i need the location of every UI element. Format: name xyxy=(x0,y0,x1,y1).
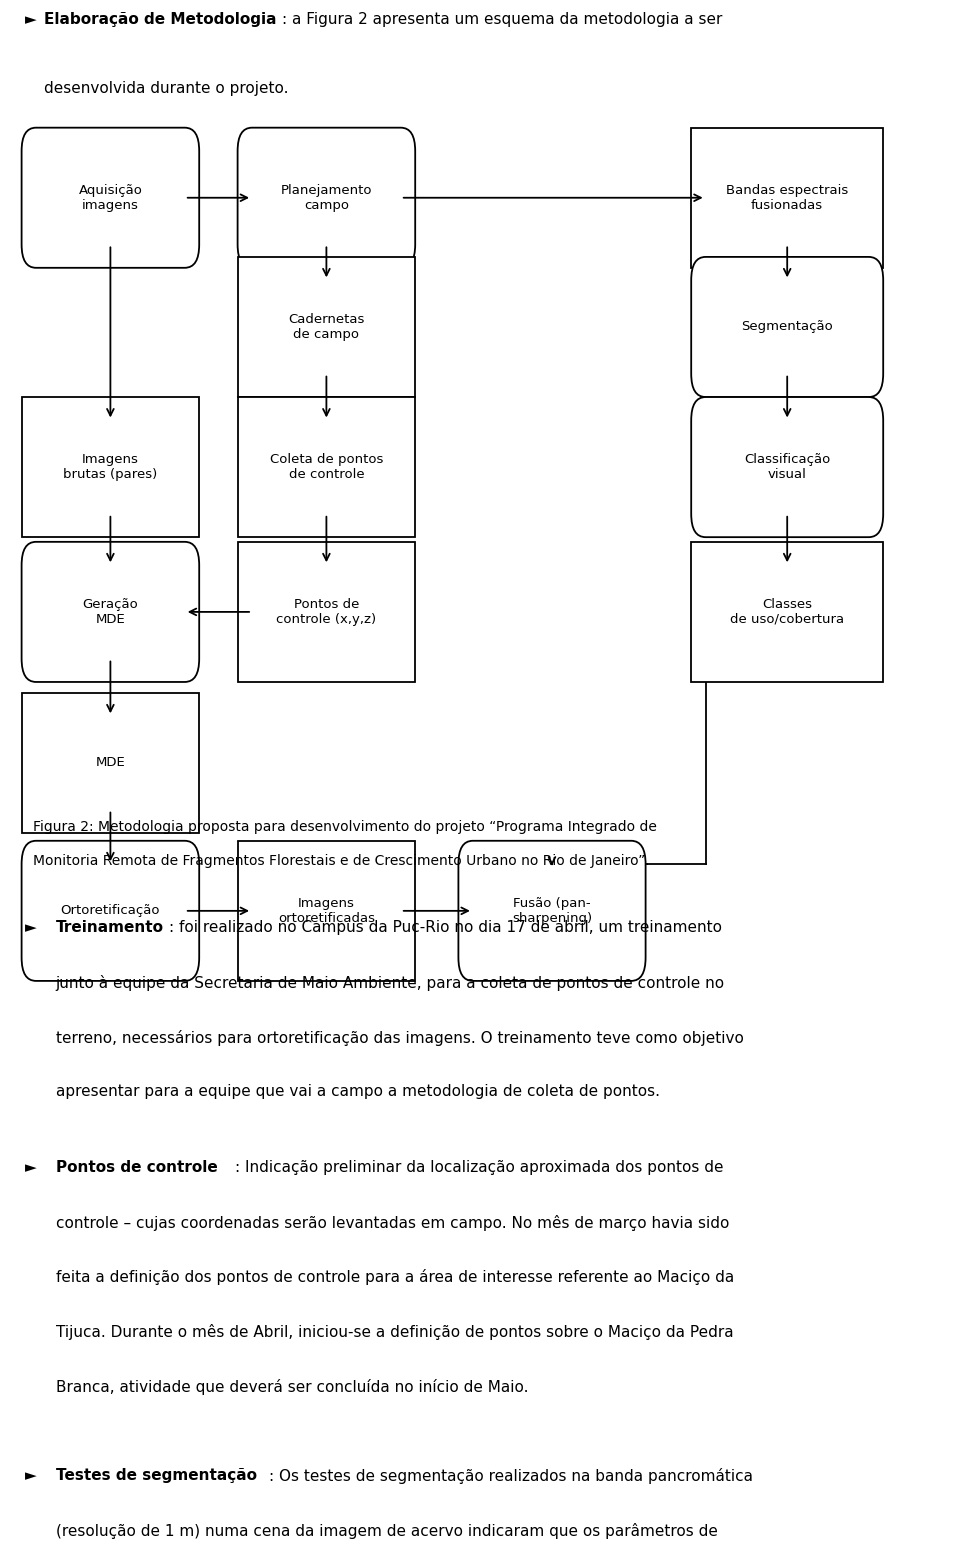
Text: Pontos de
controle (x,y,z): Pontos de controle (x,y,z) xyxy=(276,598,376,626)
Text: Imagens
ortoretificadas: Imagens ortoretificadas xyxy=(277,897,375,925)
Text: controle – cujas coordenadas serão levantadas em campo. No mês de março havia si: controle – cujas coordenadas serão levan… xyxy=(56,1214,729,1230)
Text: Branca, atividade que deverá ser concluída no início de Maio.: Branca, atividade que deverá ser concluí… xyxy=(56,1380,528,1395)
FancyBboxPatch shape xyxy=(238,542,415,682)
Text: Ortoretificação: Ortoretificação xyxy=(60,905,160,917)
FancyBboxPatch shape xyxy=(691,257,883,397)
Text: junto à equipe da Secretaria de Maio Ambiente, para a coleta de pontos de contro: junto à equipe da Secretaria de Maio Amb… xyxy=(56,975,725,990)
Text: ►: ► xyxy=(25,1160,36,1176)
FancyBboxPatch shape xyxy=(22,542,200,682)
FancyBboxPatch shape xyxy=(691,128,883,268)
Text: Imagens
brutas (pares): Imagens brutas (pares) xyxy=(63,453,157,481)
Text: Planejamento
campo: Planejamento campo xyxy=(280,184,372,212)
FancyBboxPatch shape xyxy=(238,128,415,268)
Text: apresentar para a equipe que vai a campo a metodologia de coleta de pontos.: apresentar para a equipe que vai a campo… xyxy=(56,1084,660,1099)
Text: Cadernetas
de campo: Cadernetas de campo xyxy=(288,313,365,341)
Text: Figura 2: Metodologia proposta para desenvolvimento do projeto “Programa Integra: Figura 2: Metodologia proposta para dese… xyxy=(33,821,657,835)
Text: feita a definição dos pontos de controle para a área de interesse referente ao M: feita a definição dos pontos de controle… xyxy=(56,1269,734,1286)
Text: Pontos de controle: Pontos de controle xyxy=(56,1160,217,1176)
Text: : a Figura 2 apresenta um esquema da metodologia a ser: : a Figura 2 apresenta um esquema da met… xyxy=(282,12,723,26)
Text: : Os testes de segmentação realizados na banda pancromática: : Os testes de segmentação realizados na… xyxy=(269,1468,753,1484)
Text: Elaboração de Metodologia: Elaboração de Metodologia xyxy=(44,12,276,26)
Text: (resolução de 1 m) numa cena da imagem de acervo indicaram que os parâmetros de: (resolução de 1 m) numa cena da imagem d… xyxy=(56,1523,717,1538)
Text: desenvolvida durante o projeto.: desenvolvida durante o projeto. xyxy=(44,81,289,95)
Text: Fusão (pan-
sharpening): Fusão (pan- sharpening) xyxy=(512,897,592,925)
Text: Classificação
visual: Classificação visual xyxy=(744,453,830,481)
Text: ►: ► xyxy=(25,920,36,936)
FancyBboxPatch shape xyxy=(238,257,415,397)
FancyBboxPatch shape xyxy=(691,397,883,537)
FancyBboxPatch shape xyxy=(22,693,200,833)
Text: Aquisição
imagens: Aquisição imagens xyxy=(79,184,142,212)
Text: ►: ► xyxy=(25,12,36,26)
Text: Geração
MDE: Geração MDE xyxy=(83,598,138,626)
Text: Testes de segmentação: Testes de segmentação xyxy=(56,1468,256,1484)
Text: terreno, necessários para ortoretificação das imagens. O treinamento teve como o: terreno, necessários para ortoretificaçã… xyxy=(56,1029,744,1046)
Text: Classes
de uso/cobertura: Classes de uso/cobertura xyxy=(731,598,844,626)
Text: Coleta de pontos
de controle: Coleta de pontos de controle xyxy=(270,453,383,481)
FancyBboxPatch shape xyxy=(22,397,200,537)
Text: Treinamento: Treinamento xyxy=(56,920,163,936)
Text: ►: ► xyxy=(25,1468,36,1484)
Text: Monitoria Remota de Fragmentos Florestais e de Crescimento Urbano no Rio de Jane: Monitoria Remota de Fragmentos Florestai… xyxy=(33,855,649,869)
Text: Bandas espectrais
fusionadas: Bandas espectrais fusionadas xyxy=(726,184,849,212)
Text: : foi realizado no Campus da Puc-Rio no dia 17 de abril, um treinamento: : foi realizado no Campus da Puc-Rio no … xyxy=(169,920,722,936)
FancyBboxPatch shape xyxy=(22,841,200,981)
Text: Segmentação: Segmentação xyxy=(741,321,833,333)
FancyBboxPatch shape xyxy=(238,841,415,981)
Text: MDE: MDE xyxy=(96,757,125,769)
Text: : Indicação preliminar da localização aproximada dos pontos de: : Indicação preliminar da localização ap… xyxy=(235,1160,724,1176)
FancyBboxPatch shape xyxy=(238,397,415,537)
Text: Tijuca. Durante o mês de Abril, iniciou-se a definição de pontos sobre o Maciço : Tijuca. Durante o mês de Abril, iniciou-… xyxy=(56,1323,733,1341)
FancyBboxPatch shape xyxy=(691,542,883,682)
FancyBboxPatch shape xyxy=(458,841,645,981)
FancyBboxPatch shape xyxy=(22,128,200,268)
